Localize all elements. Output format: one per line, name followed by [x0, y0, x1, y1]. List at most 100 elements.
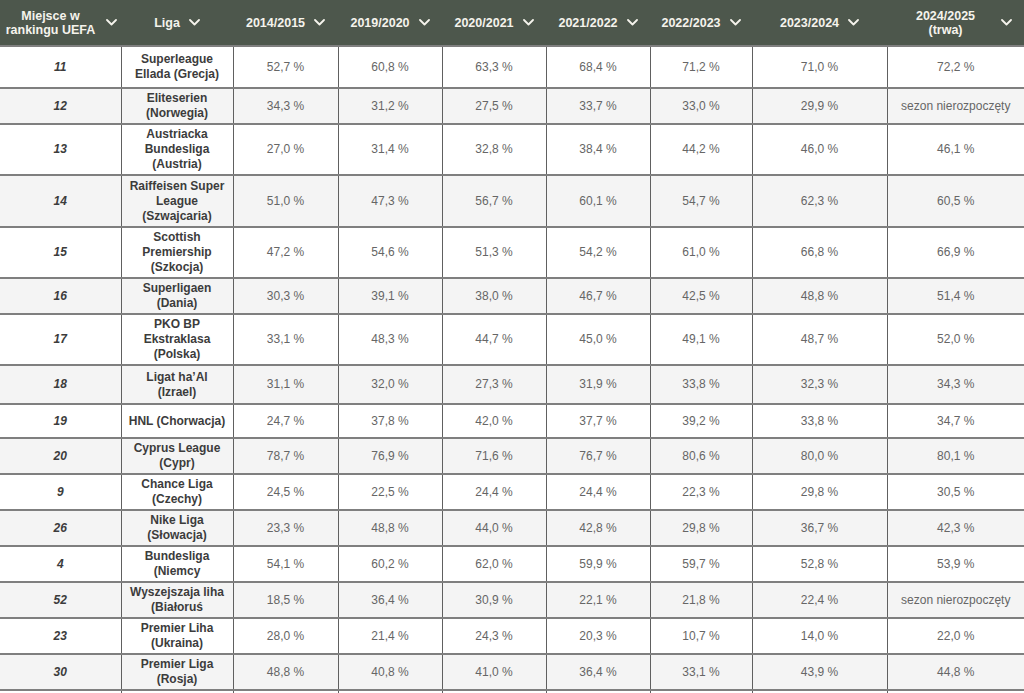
season-value-cell: 80,1 % [887, 438, 1024, 474]
season-value-cell: 31,9 % [546, 365, 650, 404]
season-value-cell: 31,1 % [233, 365, 338, 404]
column-header-2022-2023[interactable]: 2022/2023 [650, 0, 752, 46]
season-value-cell: 22,1 % [546, 582, 650, 618]
chevron-down-icon[interactable] [730, 19, 741, 26]
chevron-down-icon[interactable] [106, 19, 117, 26]
table-row: 4Bundesliga (Niemcy54,1 %60,2 %62,0 %59,… [0, 546, 1024, 582]
uefa-rank-cell: 12 [0, 88, 121, 124]
chevron-down-icon[interactable] [419, 19, 430, 26]
season-value-cell: 78,7 % [233, 438, 338, 474]
season-value-cell: 18,5 % [233, 582, 338, 618]
column-header-liga[interactable]: Liga [121, 0, 233, 46]
column-header-2024-2025-trwa[interactable]: 2024/2025 (trwa) [887, 0, 1024, 46]
season-value-cell: 45,0 % [546, 314, 650, 365]
season-value-cell: 60,5 % [887, 175, 1024, 227]
league-name-cell: Chance Liga (Czechy) [121, 474, 233, 510]
uefa-rank-cell: 19 [0, 404, 121, 438]
season-value-cell: 63,3 % [442, 46, 546, 88]
season-value-cell: 49,1 % [650, 314, 752, 365]
season-value-cell: 56,7 % [442, 175, 546, 227]
season-value-cell: 41,0 % [442, 654, 546, 690]
season-value-cell: 31,4 % [338, 124, 442, 175]
season-value-cell: 66,8 % [752, 227, 887, 278]
season-value-cell: 71,2 % [650, 46, 752, 88]
season-value-cell: 33,8 % [650, 365, 752, 404]
season-value-cell: 20,3 % [546, 618, 650, 654]
season-value-cell: 76,9 % [338, 438, 442, 474]
table-row: 30Premier Liga (Rosja)48,8 %40,8 %41,0 %… [0, 654, 1024, 690]
season-value-cell: 22,0 % [887, 618, 1024, 654]
season-value-cell: 21,8 % [650, 582, 752, 618]
season-value-cell: 24,4 % [546, 474, 650, 510]
season-value-cell: 37,7 % [546, 404, 650, 438]
season-value-cell: 71,0 % [752, 46, 887, 88]
season-value-cell: 37,8 % [338, 404, 442, 438]
season-value-cell: 24,4 % [442, 474, 546, 510]
season-value-cell: 54,1 % [233, 546, 338, 582]
season-value-cell: 38,0 % [442, 278, 546, 314]
chevron-down-icon[interactable] [189, 19, 200, 26]
season-value-cell: 48,7 % [752, 314, 887, 365]
uefa-rank-cell: 9 [0, 474, 121, 510]
uefa-rank-cell: 26 [0, 510, 121, 546]
chevron-down-icon[interactable] [848, 19, 859, 26]
season-value-cell: 43,9 % [752, 654, 887, 690]
season-value-cell: 31,2 % [338, 88, 442, 124]
season-value-cell: 32,3 % [752, 365, 887, 404]
season-value-cell: 34,3 % [233, 88, 338, 124]
column-header-2023-2024[interactable]: 2023/2024 [752, 0, 887, 46]
season-value-cell: 36,4 % [546, 654, 650, 690]
league-attendance-table: Miejsce w rankingu UEFA Liga 2014/2015 2019… [0, 0, 1024, 693]
season-value-cell: 48,8 % [233, 654, 338, 690]
table-row: 16Superligaen (Dania)30,3 %39,1 %38,0 %4… [0, 278, 1024, 314]
column-header-label: 2021/2022 [558, 16, 617, 30]
season-value-cell: 48,8 % [752, 278, 887, 314]
season-value-cell: 39,1 % [338, 278, 442, 314]
season-value-cell: 60,8 % [338, 46, 442, 88]
league-name-cell: Austriacka Bundesliga (Austria) [121, 124, 233, 175]
season-value-cell: 51,4 % [887, 278, 1024, 314]
chevron-down-icon[interactable] [314, 19, 325, 26]
column-header-2014-2015[interactable]: 2014/2015 [233, 0, 338, 46]
season-value-cell: 33,0 % [650, 88, 752, 124]
uefa-rank-cell: 20 [0, 438, 121, 474]
column-header-2020-2021[interactable]: 2020/2021 [442, 0, 546, 46]
season-value-cell: 46,7 % [546, 278, 650, 314]
table-row: 15Scottish Premiership (Szkocja)47,2 %54… [0, 227, 1024, 278]
season-value-cell: 38,4 % [546, 124, 650, 175]
league-name-cell: Scottish Premiership (Szkocja) [121, 227, 233, 278]
season-value-cell: 59,9 % [546, 546, 650, 582]
season-value-cell: 76,7 % [546, 438, 650, 474]
column-header-label: 2022/2023 [661, 16, 720, 30]
season-value-cell: 48,3 % [338, 314, 442, 365]
season-value-cell: 71,6 % [442, 438, 546, 474]
column-header-label: 2024/2025 (trwa) [900, 9, 992, 37]
column-header-label: Liga [154, 16, 180, 30]
season-value-cell: 32,8 % [442, 124, 546, 175]
chevron-down-icon[interactable] [523, 19, 534, 26]
season-value-cell: 28,0 % [233, 618, 338, 654]
table-row: 13Austriacka Bundesliga (Austria)27,0 %3… [0, 124, 1024, 175]
season-value-cell: 24,7 % [233, 404, 338, 438]
league-name-cell: Wyszejszaja liha (Białoruś [121, 582, 233, 618]
league-name-cell: Ligat ha’Al (Izrael) [121, 365, 233, 404]
column-header-label: 2019/2020 [350, 16, 409, 30]
season-value-cell: 36,7 % [752, 510, 887, 546]
chevron-down-icon[interactable] [1001, 19, 1012, 26]
column-header-miejsce-w-rankingu-uefa[interactable]: Miejsce w rankingu UEFA [0, 0, 121, 46]
table-row: 17PKO BP Ekstraklasa (Polska)33,1 %48,3 … [0, 314, 1024, 365]
uefa-rank-cell: 11 [0, 46, 121, 88]
uefa-rank-cell: 30 [0, 654, 121, 690]
uefa-rank-cell: 17 [0, 314, 121, 365]
season-value-cell: 27,0 % [233, 124, 338, 175]
season-value-cell: 24,5 % [233, 474, 338, 510]
league-name-cell: Raiffeisen Super League (Szwajcaria) [121, 175, 233, 227]
season-value-cell: 29,8 % [752, 474, 887, 510]
season-value-cell: 46,0 % [752, 124, 887, 175]
season-value-cell: 54,6 % [338, 227, 442, 278]
column-header-2021-2022[interactable]: 2021/2022 [546, 0, 650, 46]
table-row: 18Ligat ha’Al (Izrael)31,1 %32,0 %27,3 %… [0, 365, 1024, 404]
chevron-down-icon[interactable] [627, 19, 638, 26]
league-attendance-table-page: Miejsce w rankingu UEFA Liga 2014/2015 2019… [0, 0, 1024, 693]
column-header-2019-2020[interactable]: 2019/2020 [338, 0, 442, 46]
